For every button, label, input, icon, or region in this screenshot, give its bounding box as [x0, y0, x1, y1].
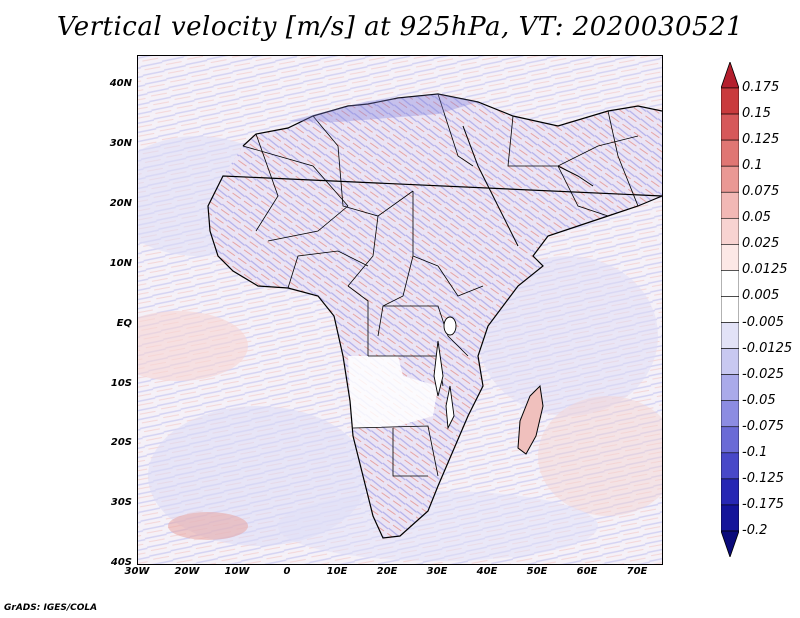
lat-label-40s: 40S: [110, 557, 132, 568]
colorbar-swatch: [721, 244, 739, 271]
colorbar-label: -0.075: [742, 418, 784, 434]
lat-label-30s: 30S: [110, 497, 132, 508]
lon-label-10w: 10W: [224, 566, 250, 577]
colorbar-swatch: [721, 165, 739, 193]
colorbar-label: -0.005: [742, 314, 784, 330]
lon-label-20w: 20W: [174, 566, 200, 577]
lat-label-10s: 10S: [110, 378, 132, 389]
lat-label-20n: 20N: [109, 198, 132, 209]
colorbar-label: -0.2: [742, 523, 768, 538]
colorbar-swatch: [721, 452, 739, 480]
coastline: [207, 93, 662, 539]
colorbar-swatch: [721, 478, 739, 506]
colorbar-label: 0.025: [742, 236, 780, 252]
colorbar-swatch: [721, 348, 739, 375]
colorbar-swatch: [721, 191, 739, 219]
colorbar-label: 0.15: [742, 106, 771, 122]
chart-title: Vertical velocity [m/s] at 925hPa, VT: 2…: [56, 12, 744, 42]
country-borders: [242, 93, 639, 477]
credit-text: GrADS: IGES/COLA: [4, 603, 98, 613]
colorbar-swatch: [721, 374, 739, 402]
colorbar-label: 0.125: [742, 132, 780, 148]
colorbar-swatch: [721, 217, 739, 245]
colorbar-top-arrow: [721, 62, 739, 89]
lat-label-10n: 10N: [109, 258, 132, 269]
lon-label-30w: 30W: [124, 566, 150, 577]
colorbar-swatch: [721, 87, 739, 115]
colorbar-label: -0.1: [742, 444, 768, 460]
colorbar-swatch: [721, 270, 739, 297]
lon-label-20e: 20E: [376, 566, 398, 577]
colorbar-label: -0.0125: [742, 340, 793, 356]
lon-label-70e: 70E: [626, 566, 648, 577]
colorbar-label: -0.175: [742, 496, 784, 512]
colorbar-swatch: [721, 139, 739, 167]
lon-label-30e: 30E: [426, 566, 448, 577]
colorbar-label: 0.1: [742, 158, 763, 174]
colorbar-swatch: [721, 296, 739, 323]
colorbar-swatch: [721, 400, 739, 428]
lon-label-10e: 10E: [326, 566, 348, 577]
colorbar-label: 0.175: [742, 80, 780, 95]
lat-label-40n: 40N: [109, 78, 132, 89]
colorbar-label: 0.075: [742, 184, 780, 200]
colorbar-label: 0.05: [742, 210, 771, 226]
colorbar-label: 0.0125: [742, 262, 788, 278]
colorbar-label: -0.05: [742, 392, 776, 408]
velocity-field-map: [138, 56, 662, 564]
lat-label-eq: EQ: [116, 318, 132, 329]
colorbar-swatch: [721, 322, 739, 349]
colorbar-label: 0.005: [742, 288, 780, 304]
lat-label-20s: 20S: [110, 437, 132, 448]
madagascar: [517, 384, 544, 455]
colorbar-swatch: [721, 113, 739, 141]
lon-label-60e: 60E: [576, 566, 598, 577]
colorbar-swatch: [721, 504, 739, 532]
colorbar-swatch: [721, 426, 739, 454]
colorbar: [721, 62, 739, 557]
colorbar-label: -0.025: [742, 366, 784, 382]
lon-label-0: 0: [283, 566, 291, 577]
colorbar-bottom-arrow: [721, 530, 739, 557]
lon-label-50e: 50E: [526, 566, 548, 577]
lon-label-40e: 40E: [476, 566, 498, 577]
lat-label-30n: 30N: [109, 138, 132, 149]
colorbar-label: -0.125: [742, 470, 784, 486]
map-panel: [137, 55, 663, 565]
